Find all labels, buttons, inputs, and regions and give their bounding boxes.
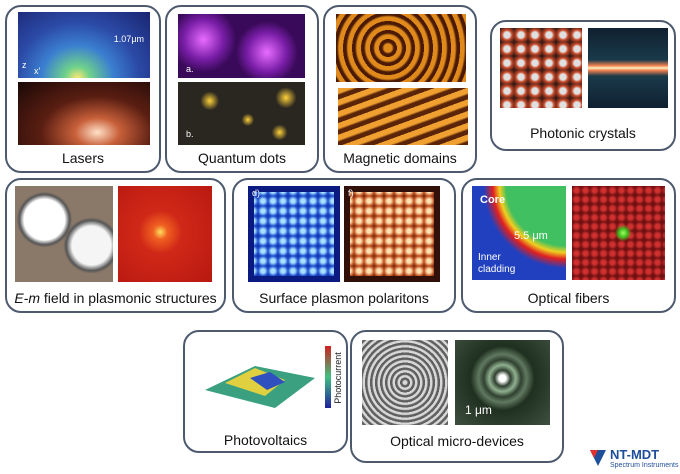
quantum-dot-image: b.	[178, 82, 305, 145]
panel-label: Quantum dots	[198, 150, 286, 166]
image-text: 5.5 μm	[514, 230, 548, 242]
logo-name: NT-MDT	[610, 447, 660, 462]
panel-label: Photovoltaics	[223, 432, 308, 448]
colorbar-label: Photocurrent	[333, 352, 343, 404]
fiber-image: Core 5.5 μm Inner cladding	[472, 186, 566, 280]
label-text: field in plasmonic structures	[43, 290, 217, 306]
micro-device-image	[362, 340, 448, 425]
laser-image: 1.07μm z x'	[18, 12, 150, 78]
panel-label: Optical fibers	[527, 290, 610, 306]
surface	[250, 372, 285, 390]
scale-label: 1.07μm	[113, 34, 144, 44]
panel-label: Optical micro-devices	[390, 433, 524, 449]
photonic-image	[500, 28, 582, 108]
image-tag: d)	[252, 188, 261, 198]
spp-image: d)	[248, 186, 340, 282]
logo-icon	[590, 450, 606, 466]
image-tag: f)	[348, 188, 354, 198]
image-text: cladding	[478, 264, 516, 275]
magnetic-image	[336, 14, 466, 82]
image-text: Inner	[478, 252, 501, 263]
axis-label: x'	[34, 66, 41, 76]
panel	[183, 330, 348, 453]
plasmonic-image	[118, 186, 212, 282]
panel-label: Photonic crystals	[530, 125, 636, 141]
axis-label: z	[22, 60, 27, 70]
panel-label: Magnetic domains	[343, 150, 457, 166]
photovoltaic-plot: Photocurrent	[205, 346, 343, 408]
laser-image	[18, 82, 150, 145]
image-tag: a.	[186, 64, 194, 74]
label-italic: E-m	[14, 290, 41, 306]
logo-subtitle: Spectrum Instruments	[610, 462, 679, 469]
spp-image: f)	[344, 186, 440, 282]
micro-device-image: 1 μm	[455, 340, 550, 425]
colorbar	[325, 346, 331, 408]
image-tag: b.	[186, 129, 194, 139]
panel-label: E-m field in plasmonic structures	[5, 290, 226, 306]
logo-shape	[590, 450, 598, 458]
quantum-dot-image: a.	[178, 14, 305, 78]
plasmonic-image	[15, 186, 113, 282]
photonic-image	[588, 28, 668, 108]
scale-label: 1 μm	[465, 403, 492, 417]
panel-label: Lasers	[61, 150, 105, 166]
image-text: Core	[480, 194, 506, 206]
panel-label: Surface plasmon polaritons	[259, 290, 429, 306]
fiber-image	[572, 186, 665, 280]
magnetic-image	[338, 88, 468, 145]
